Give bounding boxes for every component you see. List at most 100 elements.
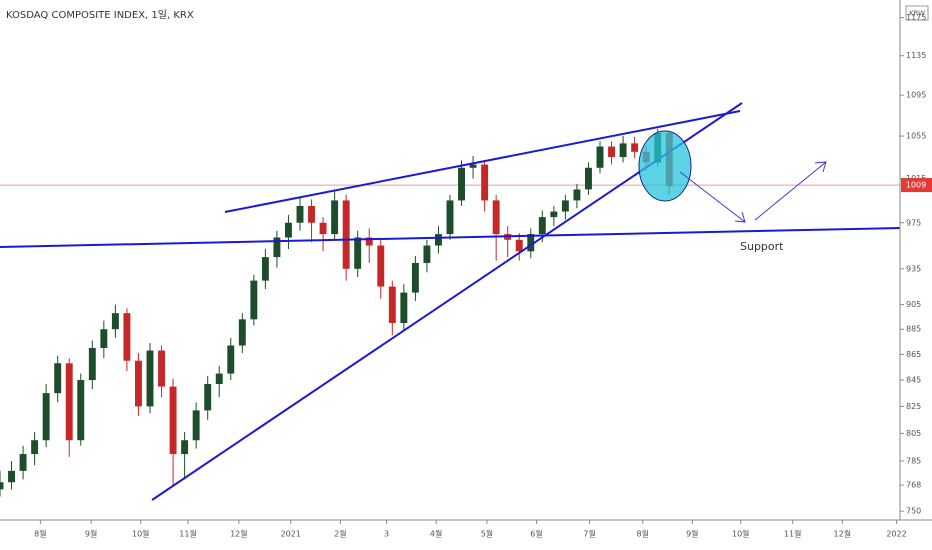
x-tick-label: 9월 [85,529,97,539]
x-tick-label: 2월 [334,529,346,539]
x-tick-label: 8월 [636,529,648,539]
candle-body [596,146,604,168]
candle-body [169,386,177,455]
candle-body [192,410,200,441]
candle-body [285,222,292,238]
x-tick-label: 6월 [530,529,542,539]
candle-body [388,286,396,324]
chart-title: KOSDAQ COMPOSITE INDEX, 1일, KRX [6,9,194,21]
candle-body [365,237,373,246]
currency: KRW [909,10,925,18]
candle-body [377,245,385,287]
x-tick-label: 2022 [886,530,906,539]
x-tick-label: 11월 [179,529,197,539]
candle-body [65,363,73,441]
candle-body [538,217,546,235]
candle-body [400,292,408,324]
candles [0,128,673,497]
candle-body [458,167,465,201]
candle-body [561,200,569,212]
candle-body [135,360,142,407]
y-tick-label: 865 [906,350,921,359]
x-tick-label: 12월 [230,529,248,539]
candle-body [423,245,431,263]
currency-box [905,5,929,21]
x-tick-label: 5월 [481,529,493,539]
candle-body [250,280,258,320]
candle-body [619,143,627,158]
axes: 1175113510951055101597593590588586584582… [34,13,932,539]
candle-body [446,200,454,235]
y-tick-label: 885 [906,325,921,334]
candle-body [215,373,223,384]
candle-body [88,348,96,381]
arrow-up [754,161,827,221]
candle-body [204,383,212,411]
candle-body [273,237,281,258]
candle-body [527,234,535,252]
y-tick-label: 935 [906,264,921,273]
candle-body [54,363,62,394]
candle-body [331,200,339,235]
annotation: Support [740,240,784,253]
candle-body [238,319,246,346]
candle-body [469,164,477,168]
candle-body [515,239,523,252]
y-tick-label: 845 [906,376,921,385]
candle-body [435,234,442,246]
x-tick-label: 11월 [784,529,802,539]
candle-body [227,345,235,374]
y-tick-label: 905 [906,300,921,309]
candle-body [585,167,592,190]
y-tick-label: 768 [906,481,921,490]
candle-body [19,454,27,471]
y-tick-label: 750 [906,507,921,516]
drawings [0,102,901,501]
candle-body [308,205,315,223]
candle-body [481,164,489,201]
candle-body [111,313,119,330]
x-tick-label: 10월 [132,529,150,539]
x-tick-label: 8월 [34,529,46,539]
y-tick-label: 1175 [906,13,926,22]
x-tick-label: 12월 [834,529,852,539]
candle-body [31,440,39,455]
candle-body [296,205,304,223]
candle-body [123,313,131,361]
resistance-trendline [224,110,741,213]
y-tick-label: 1095 [906,91,926,100]
candle-body [181,440,189,455]
candle-body [146,350,154,407]
candle-body [0,482,4,490]
candle-body [342,200,350,269]
x-tick-label: 9월 [686,529,698,539]
candle-body [42,393,50,441]
x-tick-label: 10월 [732,529,750,539]
candle-body [8,470,15,483]
candle-body [411,262,419,293]
candle-body [100,329,108,349]
x-tick-label: 4월 [430,529,442,539]
last-price-box [901,178,932,193]
y-tick-label: 1055 [906,132,926,141]
candle-body [158,350,165,387]
candle-body [550,211,558,218]
candle-body [492,200,500,235]
y-tick-label: 975 [906,218,921,227]
arrow-down [679,171,746,223]
y-tick-label: 785 [906,457,921,466]
candle-body [631,143,639,152]
last-price-label: 1009 [906,181,926,190]
candle-body [608,146,615,158]
candle-body [319,222,327,235]
y-tick-label: 825 [906,402,921,411]
candle-body [261,257,269,281]
highlight-ellipse [638,130,692,202]
y-tick-label: 1135 [906,51,926,60]
candle-body [354,237,362,269]
candle-body [573,189,581,201]
candle-body [77,380,85,441]
x-tick-label: 3 [384,530,389,539]
